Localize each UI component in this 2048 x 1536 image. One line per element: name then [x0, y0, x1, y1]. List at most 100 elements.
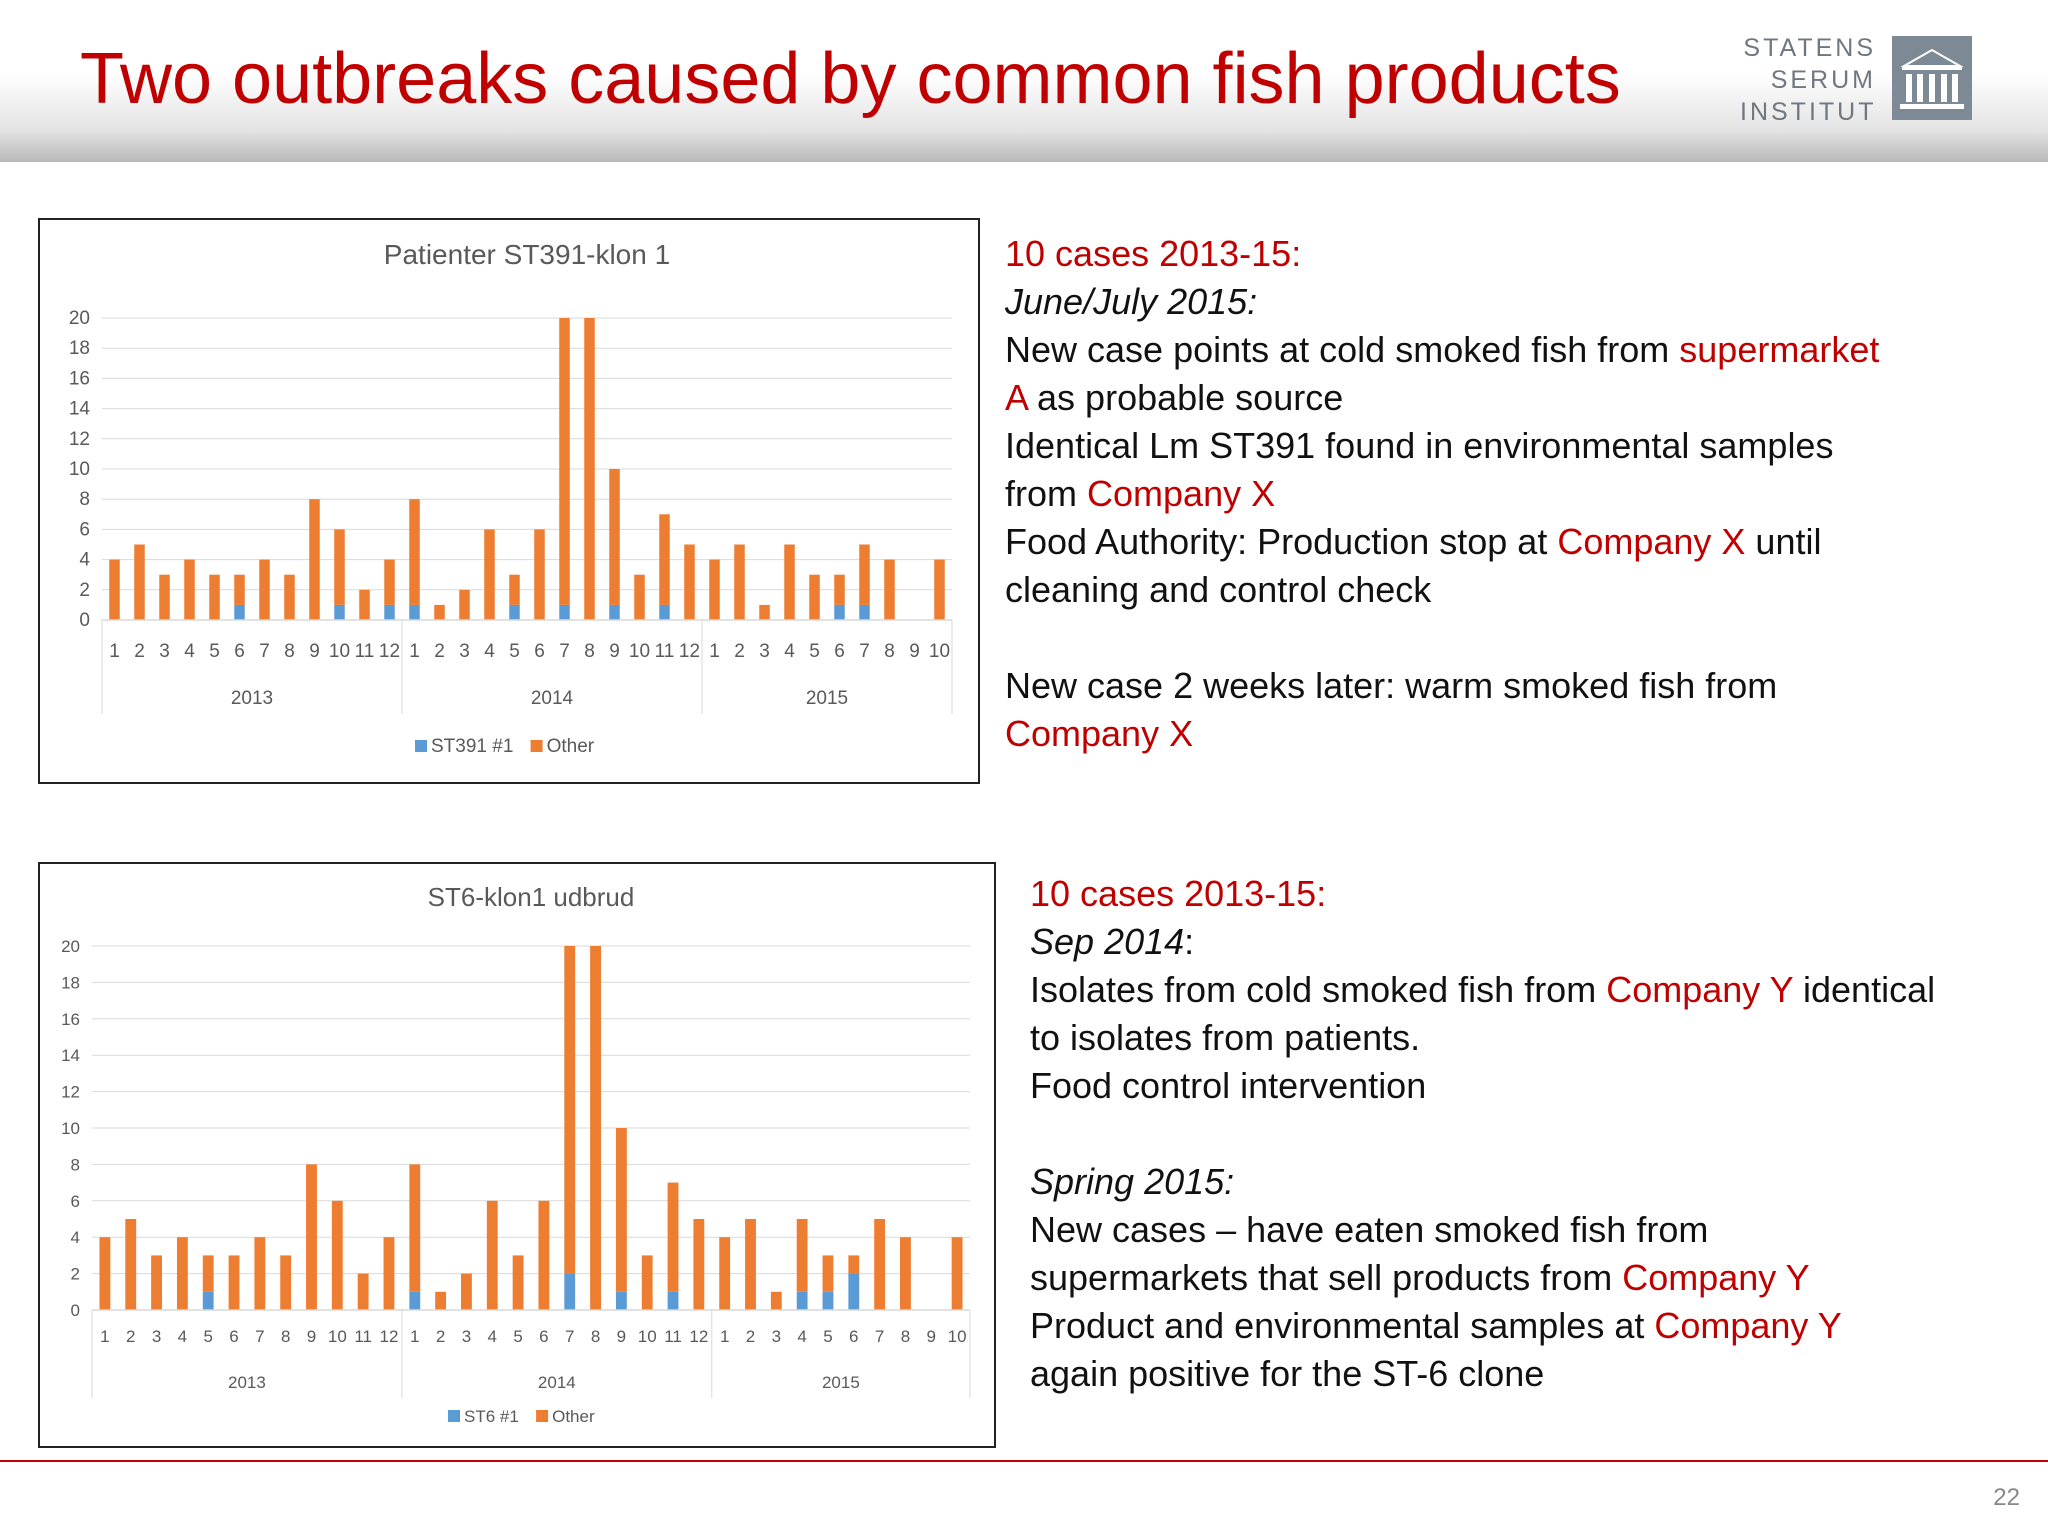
text-run: A	[1005, 377, 1028, 418]
bar-other	[284, 574, 295, 620]
legend-label: Other	[552, 1407, 595, 1426]
bar-other	[331, 1200, 343, 1310]
x-tick-label: 4	[784, 641, 795, 662]
logo-line-3: INSTITUT	[1740, 98, 1877, 126]
bar-clone	[409, 604, 420, 620]
y-tick-label: 10	[69, 459, 90, 480]
x-tick-label: 5	[823, 1327, 832, 1346]
x-tick-label: 9	[307, 1327, 316, 1346]
x-tick-label: 1	[720, 1327, 729, 1346]
x-tick-label: 6	[234, 641, 245, 662]
text-run: Food control intervention	[1030, 1065, 1427, 1106]
bar-other	[209, 574, 220, 620]
x-tick-label: 1	[410, 1327, 419, 1346]
bar-clone	[615, 1291, 627, 1310]
x-tick-label: 3	[459, 641, 470, 662]
text-run: supermarket	[1679, 329, 1880, 370]
text-run: cleaning and control check	[1005, 569, 1432, 610]
bar-other	[202, 1255, 214, 1292]
bar-other	[759, 604, 770, 620]
y-tick-label: 6	[79, 519, 90, 540]
x-tick-label: 10	[629, 641, 650, 662]
legend-swatch	[536, 1410, 549, 1422]
x-tick-label: 7	[859, 641, 870, 662]
bar-clone	[409, 1291, 421, 1310]
bar-other	[770, 1291, 782, 1310]
legend-swatch	[530, 740, 543, 752]
text-line	[1005, 614, 1879, 662]
x-tick-label: 5	[513, 1327, 522, 1346]
x-tick-label: 6	[834, 641, 845, 662]
bar-other	[559, 318, 570, 605]
x-tick-label: 8	[284, 641, 295, 662]
x-tick-label: 8	[901, 1327, 910, 1346]
text-run: Product and environmental samples at	[1030, 1305, 1655, 1346]
bar-other	[564, 946, 576, 1274]
institute-building-icon	[1892, 36, 1972, 120]
text-line: A as probable source	[1005, 374, 1879, 422]
bar-other	[684, 544, 695, 620]
text-line: New cases – have eaten smoked fish from	[1030, 1206, 1935, 1254]
bar-other	[384, 559, 395, 605]
header-band	[0, 0, 2048, 162]
bar-clone	[334, 604, 345, 620]
text-line: Spring 2015:	[1030, 1158, 1935, 1206]
x-tick-label: 4	[484, 641, 495, 662]
text-run: :	[1184, 921, 1195, 962]
bar-other	[809, 574, 820, 620]
text-run: 10 cases 2013-15:	[1030, 873, 1327, 914]
bar-other	[951, 1237, 963, 1310]
bar-clone	[609, 604, 620, 620]
text-line: to isolates from patients.	[1030, 1014, 1935, 1062]
y-tick-label: 4	[71, 1228, 80, 1247]
bar-other	[900, 1237, 911, 1310]
text-line: Isolates from cold smoked fish from Comp…	[1030, 966, 1935, 1014]
logo-line-2: SERUM	[1770, 66, 1876, 94]
outbreak-1-text: 10 cases 2013-15: June/July 2015: New case…	[1005, 230, 1879, 758]
text-run: 10 cases 2013-15:	[1005, 233, 1302, 274]
bar-other	[334, 529, 345, 605]
x-tick-label: 9	[609, 641, 620, 662]
bar-other	[459, 589, 470, 620]
bar-other	[484, 529, 495, 620]
x-tick-label: 9	[309, 641, 320, 662]
page-title: Two outbreaks caused by common fish prod…	[80, 39, 1621, 119]
bar-other	[509, 574, 520, 605]
bar-other	[306, 1164, 317, 1310]
chart-frame-st6: ST6-klon1 udbrud 0 2 4 6 8 10 12 14 16 18 20 1 2 3 4 5 6 7…	[38, 862, 996, 1448]
bar-clone	[859, 604, 870, 620]
y-tick-label: 14	[69, 399, 91, 420]
x-group-label: 2015	[806, 688, 848, 709]
bar-other	[719, 1237, 731, 1310]
bar-clone	[564, 1273, 576, 1310]
y-tick-label: 18	[69, 338, 90, 359]
text-run: Company X	[1557, 521, 1746, 562]
bar-other	[383, 1237, 395, 1310]
x-tick-label: 2	[746, 1327, 755, 1346]
y-tick-label: 12	[69, 429, 90, 450]
bar-other	[357, 1273, 369, 1310]
bar-clone	[796, 1291, 808, 1310]
x-tick-label: 10	[328, 1327, 347, 1346]
x-tick-label: 10	[929, 641, 950, 662]
text-run: New cases – have eaten smoked fish from	[1030, 1209, 1709, 1250]
x-tick-label: 8	[281, 1327, 290, 1346]
y-tick-label: 20	[69, 308, 90, 329]
page-number: 22	[1993, 1484, 2020, 1511]
x-tick-label: 5	[509, 641, 520, 662]
legend-swatch	[448, 1410, 460, 1422]
y-tick-label: 8	[71, 1155, 80, 1174]
x-tick-label: 8	[884, 641, 895, 662]
x-tick-label: 12	[679, 641, 700, 662]
bar-other	[280, 1255, 292, 1310]
x-tick-label: 1	[109, 641, 120, 662]
text-run: Spring 2015:	[1030, 1161, 1235, 1202]
text-run: supermarkets that sell products from	[1030, 1257, 1623, 1298]
chart-st391: Patienter ST391-klon 1024681012141618201…	[69, 239, 953, 757]
x-tick-label: 5	[809, 641, 820, 662]
bar-other	[745, 1219, 756, 1310]
legend-swatch	[415, 740, 427, 752]
y-tick-label: 16	[69, 368, 90, 389]
text-line: June/July 2015:	[1005, 278, 1879, 326]
text-run: Company X	[1005, 713, 1194, 754]
